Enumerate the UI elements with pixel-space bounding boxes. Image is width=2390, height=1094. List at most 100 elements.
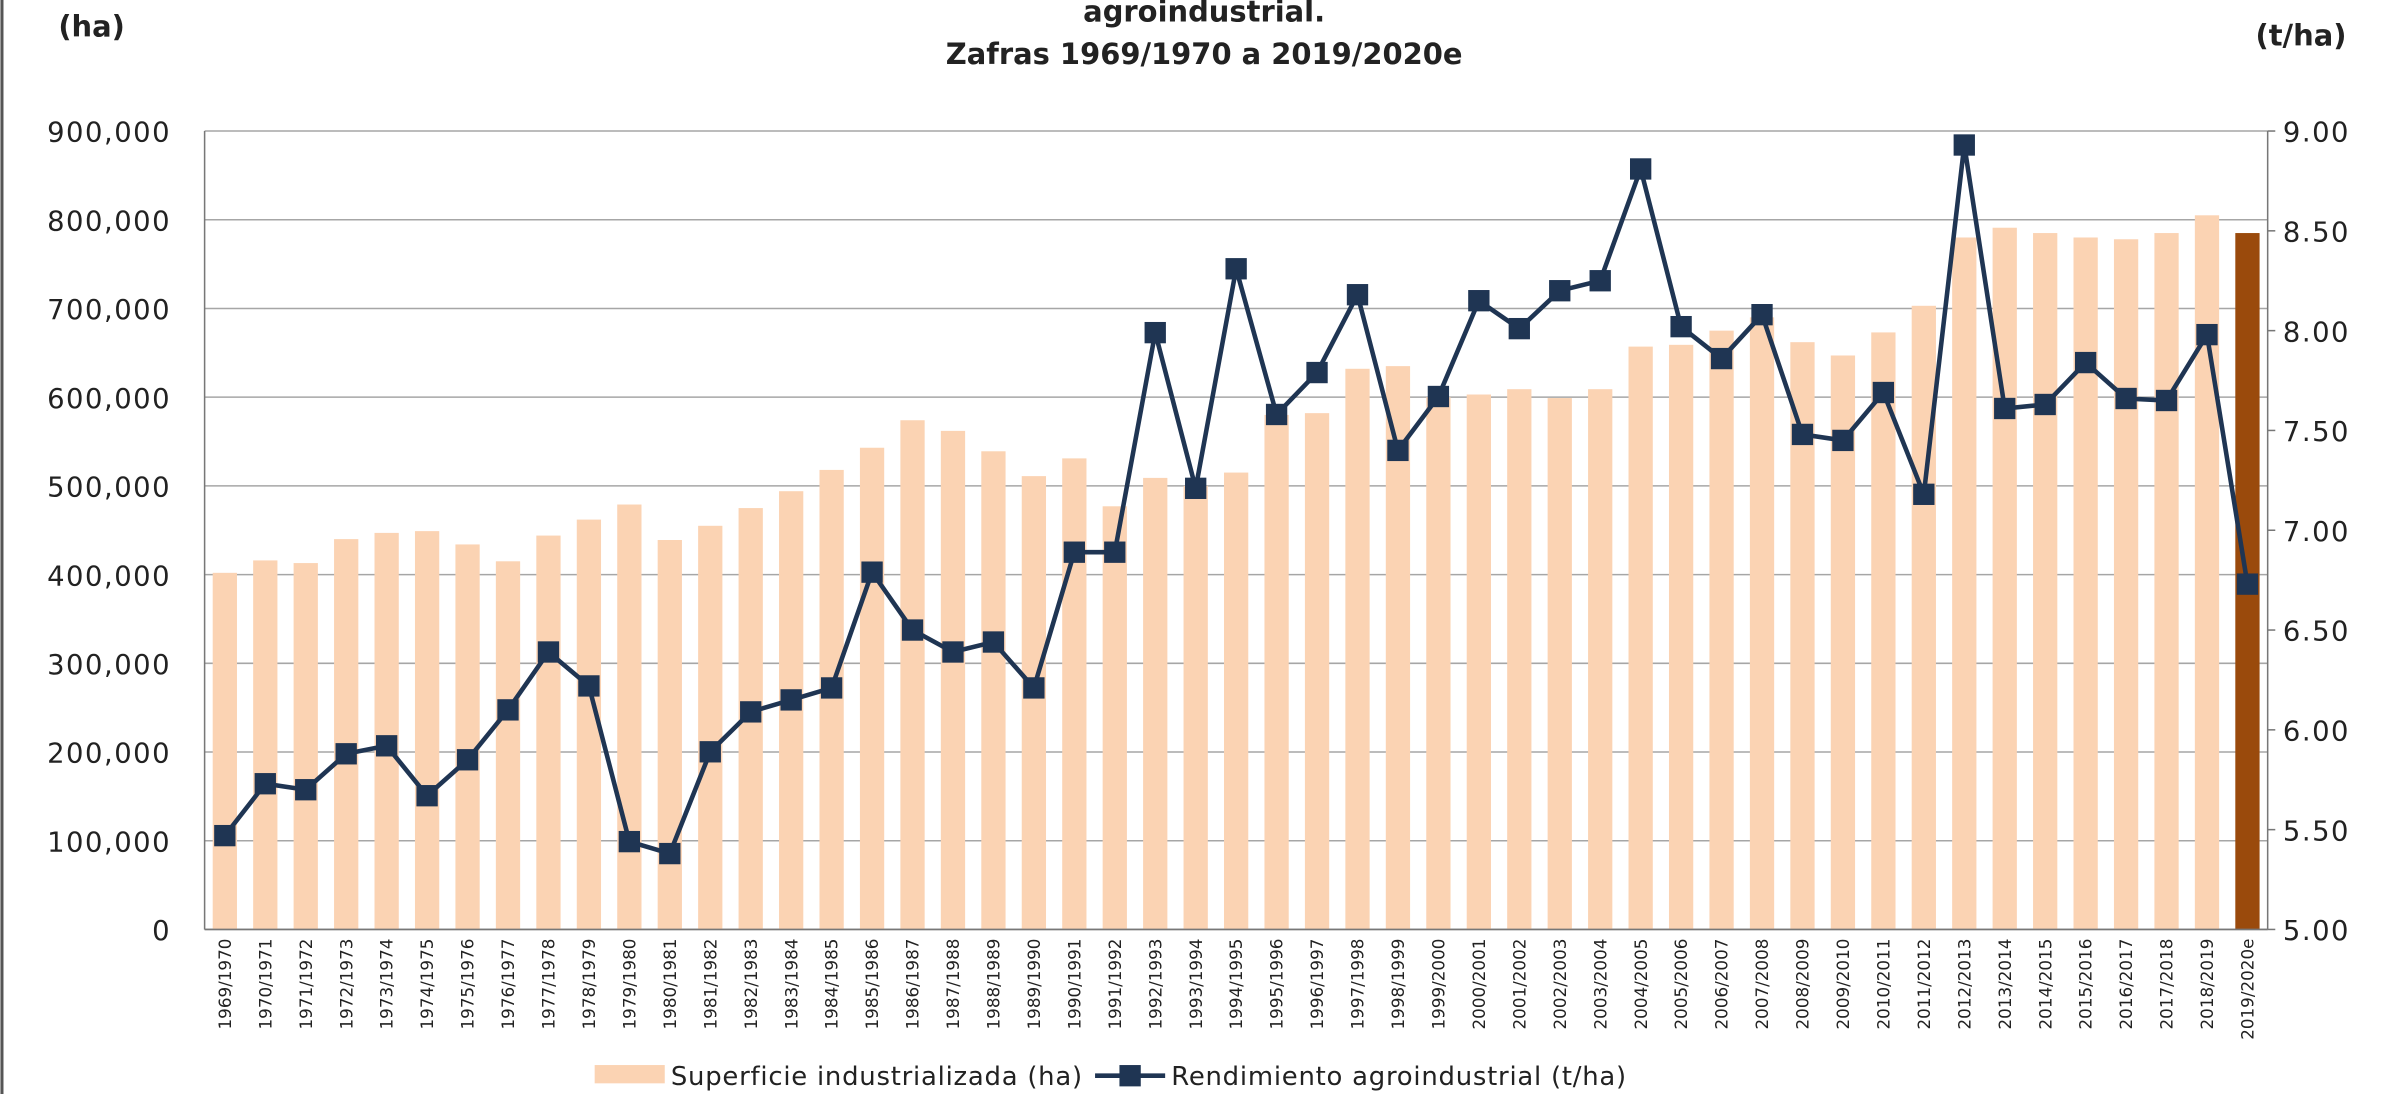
marker xyxy=(1104,541,1126,563)
y-tick-label: 900,000 xyxy=(47,118,171,149)
marker xyxy=(1063,541,1085,563)
x-tick-label: 1980/1981 xyxy=(660,939,680,1030)
marker xyxy=(982,631,1005,653)
x-tick-label: 2002/2003 xyxy=(1550,939,1570,1030)
bar xyxy=(1547,398,1572,930)
bar xyxy=(981,451,1006,930)
legend-swatch xyxy=(594,1065,665,1084)
bar xyxy=(617,504,642,930)
x-tick-label: 1974/1975 xyxy=(417,939,437,1030)
x-tick-label: 2006/2007 xyxy=(1712,939,1732,1030)
bar xyxy=(2073,237,2098,930)
bar xyxy=(1992,227,2017,930)
marker xyxy=(1023,677,1045,699)
marker xyxy=(2155,389,2178,412)
y-tick-label: 0 xyxy=(152,916,171,947)
x-tick-label: 1987/1988 xyxy=(943,939,963,1030)
bar xyxy=(455,544,480,930)
bar xyxy=(657,539,682,930)
marker xyxy=(1832,429,1854,452)
marker xyxy=(2196,323,2218,346)
marker xyxy=(618,830,641,853)
x-tick-label: 1973/1974 xyxy=(377,939,397,1030)
marker xyxy=(1144,321,1166,344)
marker xyxy=(295,779,317,801)
bar xyxy=(1588,389,1613,930)
y-tick-label: 500,000 xyxy=(47,473,171,504)
marker xyxy=(820,677,843,699)
bar xyxy=(1102,506,1127,930)
bar xyxy=(293,563,318,930)
x-tick-label: 2016/2017 xyxy=(2116,939,2136,1030)
chart-title: agroindustrial. xyxy=(1083,0,1325,28)
marker xyxy=(901,619,924,641)
x-tick-label: 1993/1994 xyxy=(1186,939,1206,1030)
marker xyxy=(2074,351,2097,374)
x-tick-label: 2009/2010 xyxy=(1833,939,1853,1030)
x-tick-label: 2014/2015 xyxy=(2035,939,2055,1030)
marker xyxy=(2034,393,2056,416)
legend-swatch xyxy=(1119,1065,1141,1087)
bar xyxy=(1871,332,1896,930)
y2-tick-label: 6.50 xyxy=(2283,617,2350,648)
bar xyxy=(1304,413,1330,930)
bar xyxy=(1426,397,1451,930)
x-tick-label: 1982/1983 xyxy=(741,939,761,1030)
marker xyxy=(1791,423,1814,446)
marker xyxy=(780,689,802,711)
marker xyxy=(740,701,762,723)
marker xyxy=(1913,483,1935,505)
marker xyxy=(861,561,883,583)
x-tick-label: 1972/1973 xyxy=(336,939,356,1030)
y2-tick-label: 8.50 xyxy=(2283,218,2350,249)
bar xyxy=(1021,476,1047,930)
x-tick-label: 1971/1972 xyxy=(296,939,316,1030)
x-tick-label: 1978/1979 xyxy=(579,939,599,1030)
bar xyxy=(819,469,844,930)
x-tick-label: 1983/1984 xyxy=(781,939,801,1030)
x-tick-label: 1988/1989 xyxy=(984,939,1004,1030)
marker xyxy=(942,641,964,663)
marker xyxy=(1953,134,1975,156)
bar xyxy=(2033,233,2058,930)
marker xyxy=(1629,158,1652,180)
y-tick-label: 600,000 xyxy=(47,384,171,415)
bar xyxy=(2194,215,2220,930)
marker xyxy=(1751,304,1773,326)
marker xyxy=(1670,315,1692,338)
x-tick-label: 1970/1971 xyxy=(255,939,275,1030)
x-tick-label: 1997/1998 xyxy=(1348,939,1368,1030)
y2-tick-label: 7.50 xyxy=(2283,417,2350,448)
bar xyxy=(1183,485,1208,930)
x-tick-label: 1998/1999 xyxy=(1388,939,1408,1030)
marker xyxy=(254,773,276,795)
x-tick-label: 2000/2001 xyxy=(1469,939,1489,1030)
x-tick-label: 1976/1977 xyxy=(498,939,518,1030)
x-tick-label: 2012/2013 xyxy=(1954,939,1974,1030)
chart-title: Zafras 1969/1970 a 2019/2020e xyxy=(946,37,1463,71)
y-tick-label: 400,000 xyxy=(47,561,171,592)
x-tick-label: 2010/2011 xyxy=(1873,939,1893,1030)
marker xyxy=(578,675,600,697)
marker xyxy=(537,641,560,663)
marker xyxy=(1549,280,1571,302)
x-tick-label: 2017/2018 xyxy=(2157,939,2177,1030)
x-tick-label: 1975/1976 xyxy=(458,939,478,1030)
x-tick-label: 1984/1985 xyxy=(822,939,842,1030)
bar xyxy=(253,560,278,930)
bar xyxy=(495,561,521,930)
bar xyxy=(1911,305,1936,930)
marker xyxy=(699,741,721,763)
x-tick-label: 1979/1980 xyxy=(619,939,639,1030)
bar xyxy=(1668,344,1694,930)
x-tick-label: 1996/1997 xyxy=(1307,939,1327,1030)
x-tick-label: 1985/1986 xyxy=(862,939,882,1030)
bar xyxy=(374,532,399,930)
bar xyxy=(1952,237,1977,930)
legend-label: Rendimiento agroindustrial (t/ha) xyxy=(1171,1062,1627,1092)
x-tick-label: 2007/2008 xyxy=(1752,939,1772,1030)
x-tick-label: 1999/2000 xyxy=(1428,939,1448,1030)
legend-label: Superficie industrializada (ha) xyxy=(671,1062,1083,1092)
bar xyxy=(212,572,237,930)
